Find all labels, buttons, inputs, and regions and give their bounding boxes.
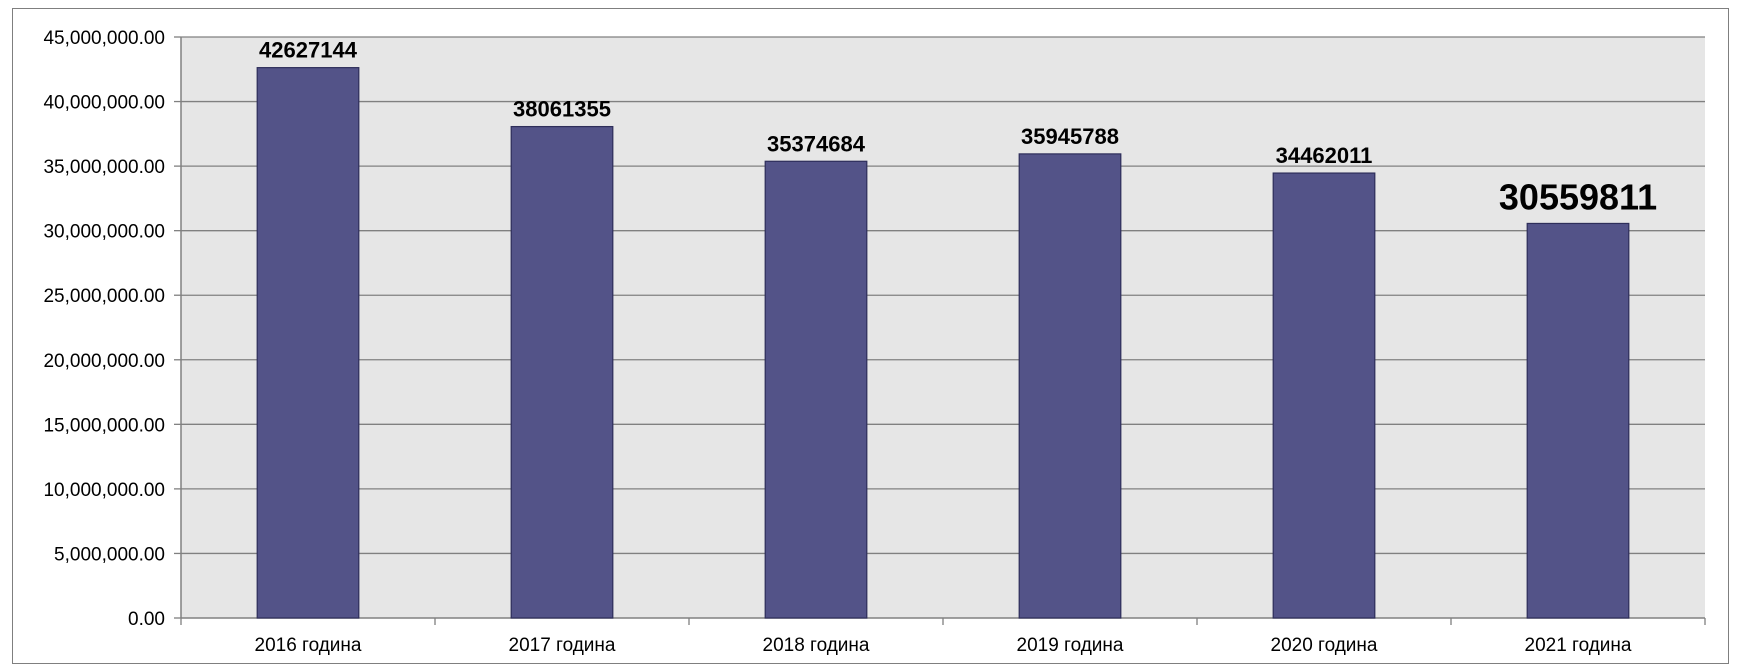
bar: [1526, 222, 1630, 619]
y-tick-label: 0.00: [128, 609, 165, 630]
data-label: 35945788: [1021, 124, 1119, 149]
data-label: 35374684: [767, 131, 866, 156]
bar: [510, 125, 614, 619]
x-tick-label: 2020 година: [1271, 635, 1378, 656]
y-tick-label: 20,000,000.00: [43, 351, 165, 372]
bar: [1018, 153, 1122, 619]
data-label: 30559811: [1499, 176, 1657, 217]
data-label: 34462011: [1276, 143, 1373, 168]
y-tick-label: 30,000,000.00: [43, 222, 165, 243]
y-tick-label: 45,000,000.00: [43, 28, 165, 49]
bar: [764, 160, 868, 619]
bar: [256, 67, 360, 619]
x-tick-label: 2016 година: [255, 635, 362, 656]
y-tick-label: 15,000,000.00: [43, 415, 165, 436]
x-tick-label: 2021 година: [1525, 635, 1632, 656]
y-tick-label: 10,000,000.00: [43, 480, 165, 501]
y-tick-label: 5,000,000.00: [54, 544, 165, 565]
data-label: 38061355: [513, 97, 611, 122]
x-tick-label: 2019 година: [1017, 635, 1124, 656]
x-tick-label: 2017 година: [509, 635, 616, 656]
data-label: 42627144: [259, 38, 358, 63]
y-tick-label: 35,000,000.00: [43, 157, 165, 178]
y-tick-label: 25,000,000.00: [43, 286, 165, 307]
plot-area: [181, 37, 1705, 618]
bar: [1272, 172, 1376, 619]
y-tick-label: 40,000,000.00: [43, 93, 165, 114]
x-tick-label: 2018 година: [763, 635, 870, 656]
